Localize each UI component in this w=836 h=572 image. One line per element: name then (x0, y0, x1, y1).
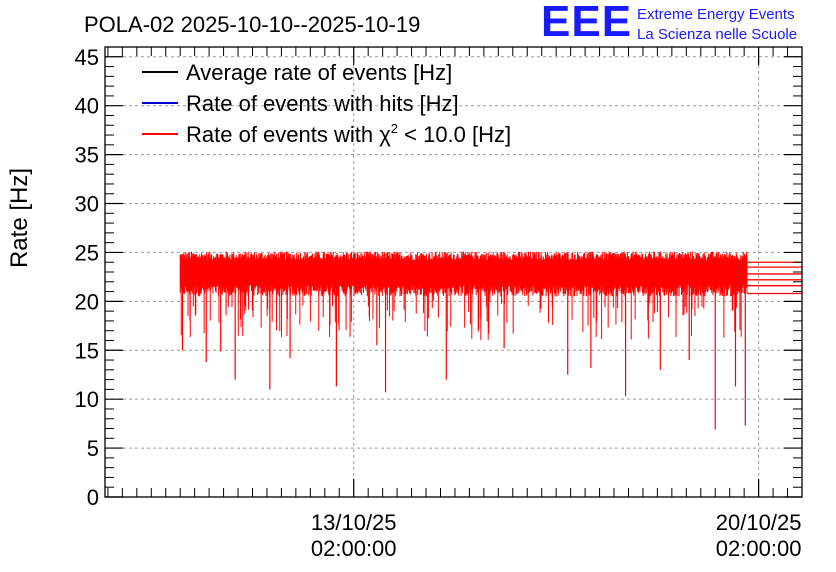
y-axis-label: Rate [Hz] (6, 168, 33, 268)
y-tick-label: 30 (75, 192, 99, 217)
y-tick-label: 35 (75, 143, 99, 168)
axes: 05101520253035404513/10/2502:00:0020/10/… (75, 45, 803, 561)
logo-line-2: La Scienza nelle Scuole (637, 26, 798, 43)
chi-symbol: χ (379, 122, 391, 147)
y-tick-label: 20 (75, 289, 99, 314)
y-tick-label: 15 (75, 338, 99, 363)
y-tick-label: 25 (75, 240, 99, 265)
legend-label-avg: Average rate of events [Hz] (186, 60, 452, 85)
series-layer (179, 251, 802, 430)
grid (105, 47, 802, 497)
x-tick-label-time: 02:00:00 (311, 536, 397, 561)
legend-chi-prefix: Rate of events with (186, 122, 379, 147)
logo-mark: EEE (541, 0, 633, 46)
x-tick-label-date: 13/10/25 (311, 510, 397, 535)
chi-superscript: 2 (391, 121, 398, 136)
y-tick-label: 40 (75, 94, 99, 119)
series-chi2-trace (179, 251, 748, 297)
legend-label-hits: Rate of events with hits [Hz] (186, 91, 459, 116)
legend-chi-suffix: < 10.0 [Hz] (398, 122, 511, 147)
y-tick-label: 45 (75, 45, 99, 70)
y-tick-label: 0 (87, 485, 99, 510)
logo-line-1: Extreme Energy Events (637, 6, 795, 23)
chart-title: POLA-02 2025-10-10--2025-10-19 (84, 12, 421, 37)
legend: Average rate of events [Hz] Rate of even… (142, 60, 511, 147)
legend-label-chi2: Rate of events with χ2 < 10.0 [Hz] (186, 121, 511, 147)
eee-logo: EEE Extreme Energy Events La Scienza nel… (541, 0, 831, 46)
y-tick-label: 5 (87, 436, 99, 461)
x-tick-label-time: 02:00:00 (716, 536, 802, 561)
x-tick-label-date: 20/10/25 (716, 510, 802, 535)
y-tick-label: 10 (75, 387, 99, 412)
